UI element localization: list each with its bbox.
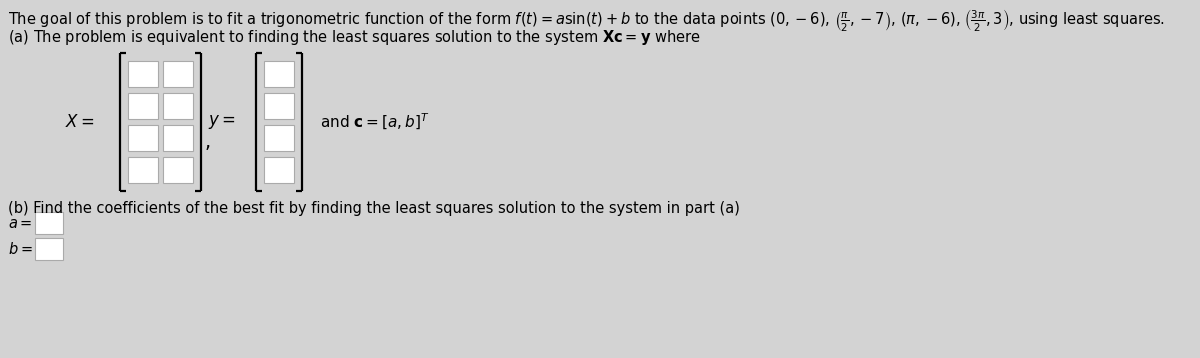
Bar	[128, 125, 158, 151]
Text: $X =$: $X =$	[65, 113, 95, 131]
Text: $a =$: $a =$	[8, 216, 32, 231]
Bar	[163, 157, 193, 183]
Bar	[35, 238, 64, 260]
Text: The goal of this problem is to fit a trigonometric function of the form $f(t) = : The goal of this problem is to fit a tri…	[8, 8, 1165, 34]
Bar	[264, 125, 294, 151]
Bar	[128, 157, 158, 183]
Text: and $\mathbf{c} = [a, b]^T$: and $\mathbf{c} = [a, b]^T$	[320, 112, 430, 132]
Bar	[35, 212, 64, 234]
Bar	[128, 61, 158, 87]
Text: ,: ,	[205, 132, 211, 151]
Text: (b) Find the coefficients of the best fit by finding the least squares solution : (b) Find the coefficients of the best fi…	[8, 201, 740, 216]
Bar	[163, 125, 193, 151]
Bar	[264, 61, 294, 87]
Text: $y =$: $y =$	[208, 113, 235, 131]
Bar	[128, 93, 158, 119]
Text: (a) The problem is equivalent to finding the least squares solution to the syste: (a) The problem is equivalent to finding…	[8, 28, 701, 47]
Bar	[264, 157, 294, 183]
Bar	[264, 93, 294, 119]
Bar	[163, 61, 193, 87]
Text: $b =$: $b =$	[8, 241, 32, 257]
Bar	[163, 93, 193, 119]
